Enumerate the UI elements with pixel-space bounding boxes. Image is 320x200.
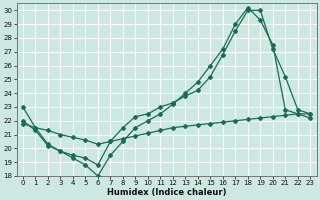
X-axis label: Humidex (Indice chaleur): Humidex (Indice chaleur) <box>107 188 226 197</box>
